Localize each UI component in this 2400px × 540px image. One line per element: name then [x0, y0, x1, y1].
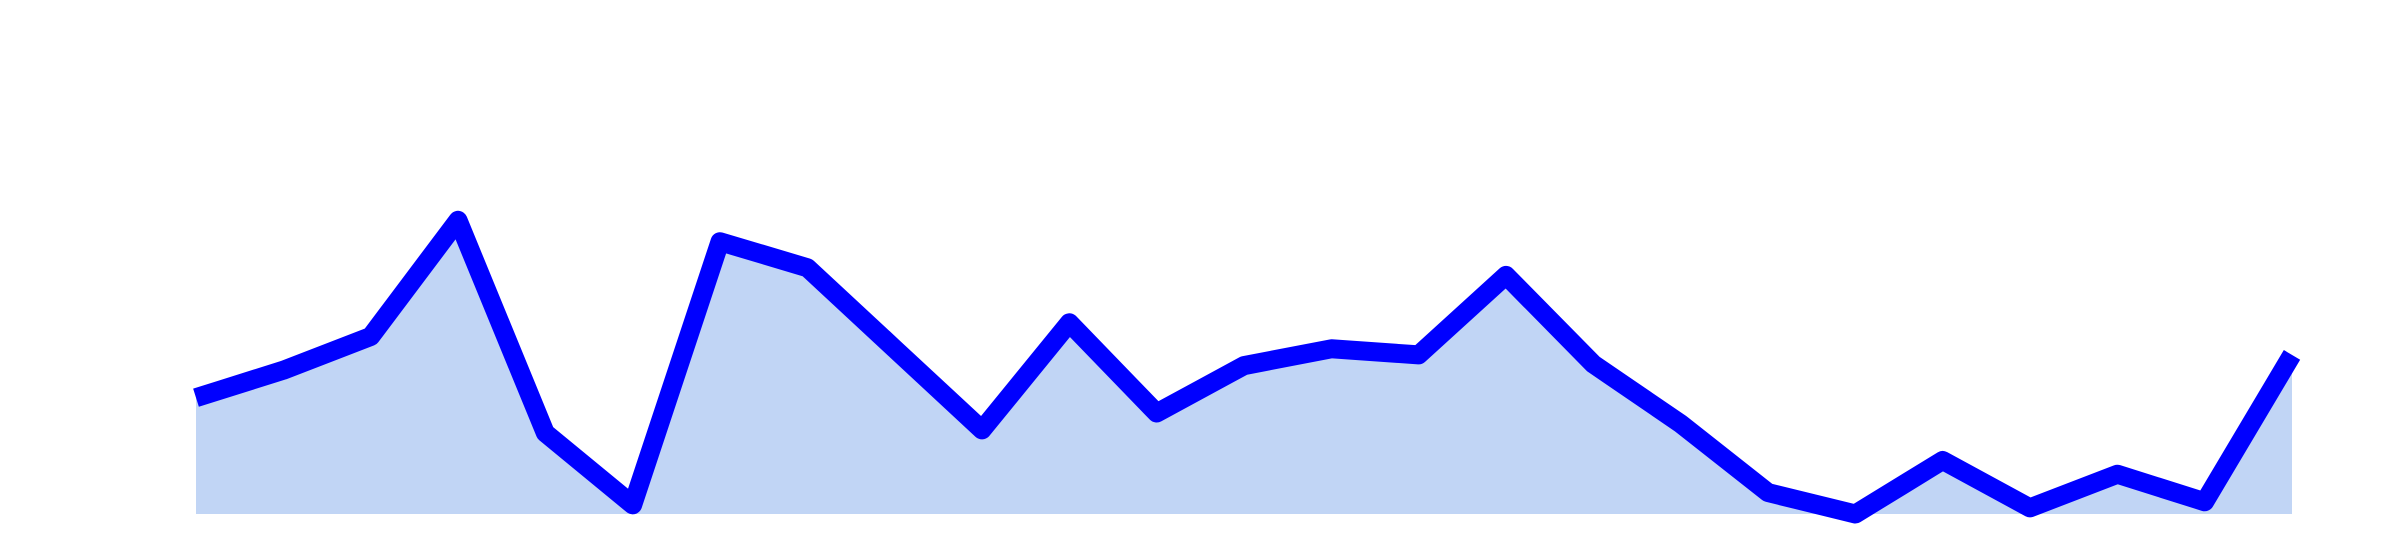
line: [193, 210, 2301, 524]
